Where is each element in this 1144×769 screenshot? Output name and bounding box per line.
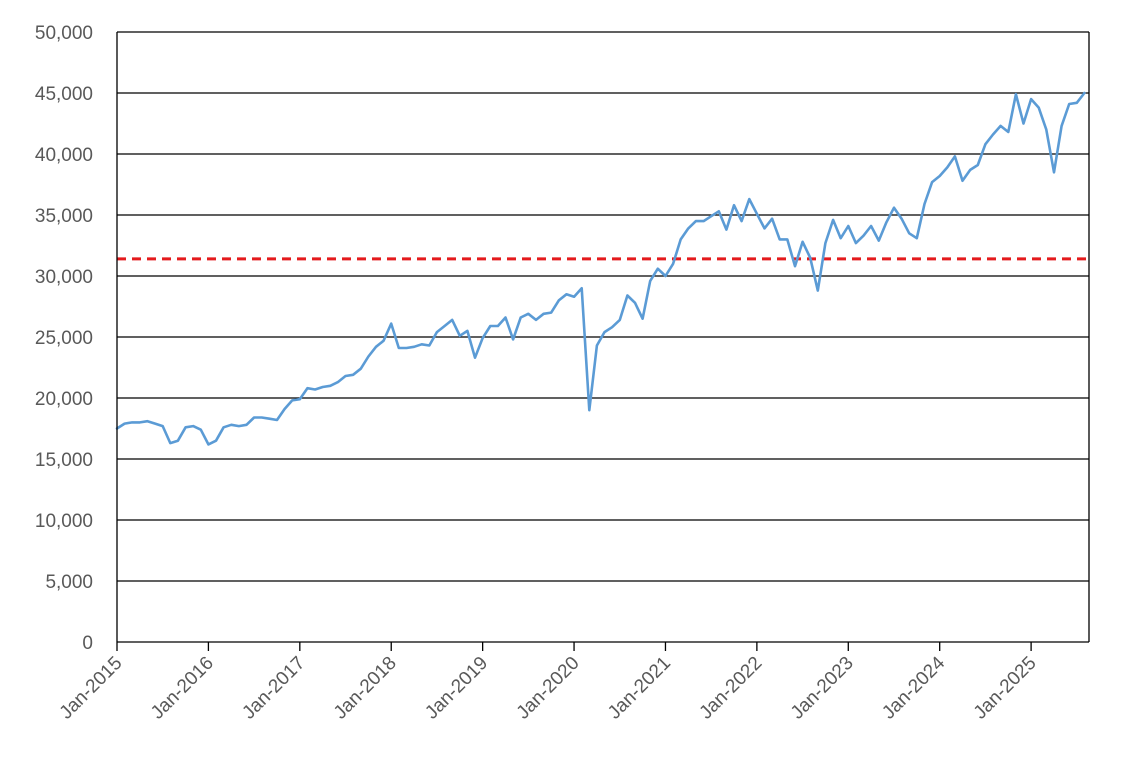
x-tick-label: Jan-2024 xyxy=(878,652,949,723)
y-tick-label: 35,000 xyxy=(35,206,93,227)
y-tick-label: 40,000 xyxy=(35,145,93,166)
y-tick-label: 0 xyxy=(82,633,93,654)
x-tick-labels: Jan-2015 Jan-2016 Jan-2017 Jan-2018 Jan-2019… xyxy=(56,652,1041,723)
x-tick-label: Jan-2020 xyxy=(513,653,584,724)
series-line xyxy=(115,91,1086,446)
x-tick-label: Jan-2019 xyxy=(421,653,492,724)
y-tick-label: 20,000 xyxy=(35,389,93,410)
y-tick-label: 10,000 xyxy=(35,511,93,532)
y-tick-label: 15,000 xyxy=(35,450,93,471)
y-tick-label: 5,000 xyxy=(45,572,93,593)
x-tick-label: Jan-2015 xyxy=(56,653,127,724)
axes xyxy=(116,32,1090,651)
x-tick-label: Jan-2022 xyxy=(696,653,767,724)
x-tick-label: Jan-2021 xyxy=(604,653,675,724)
y-tick-label: 50,000 xyxy=(35,23,93,44)
x-tick-label: Jan-2018 xyxy=(330,653,401,724)
x-tick-label: Jan-2025 xyxy=(970,653,1041,724)
y-tick-label: 45,000 xyxy=(35,84,93,105)
y-tick-labels: 0 5,000 10,000 15,000 20,000 25,000 30,000 35,0… xyxy=(35,23,93,654)
y-tick-label: 30,000 xyxy=(35,267,93,288)
y-tick-label: 25,000 xyxy=(35,328,93,349)
series-group xyxy=(115,91,1086,446)
x-tick-label: Jan-2023 xyxy=(787,653,858,724)
x-tick-label: Jan-2017 xyxy=(238,653,309,724)
gridlines xyxy=(117,31,1089,582)
x-tick-label: Jan-2016 xyxy=(147,653,218,724)
